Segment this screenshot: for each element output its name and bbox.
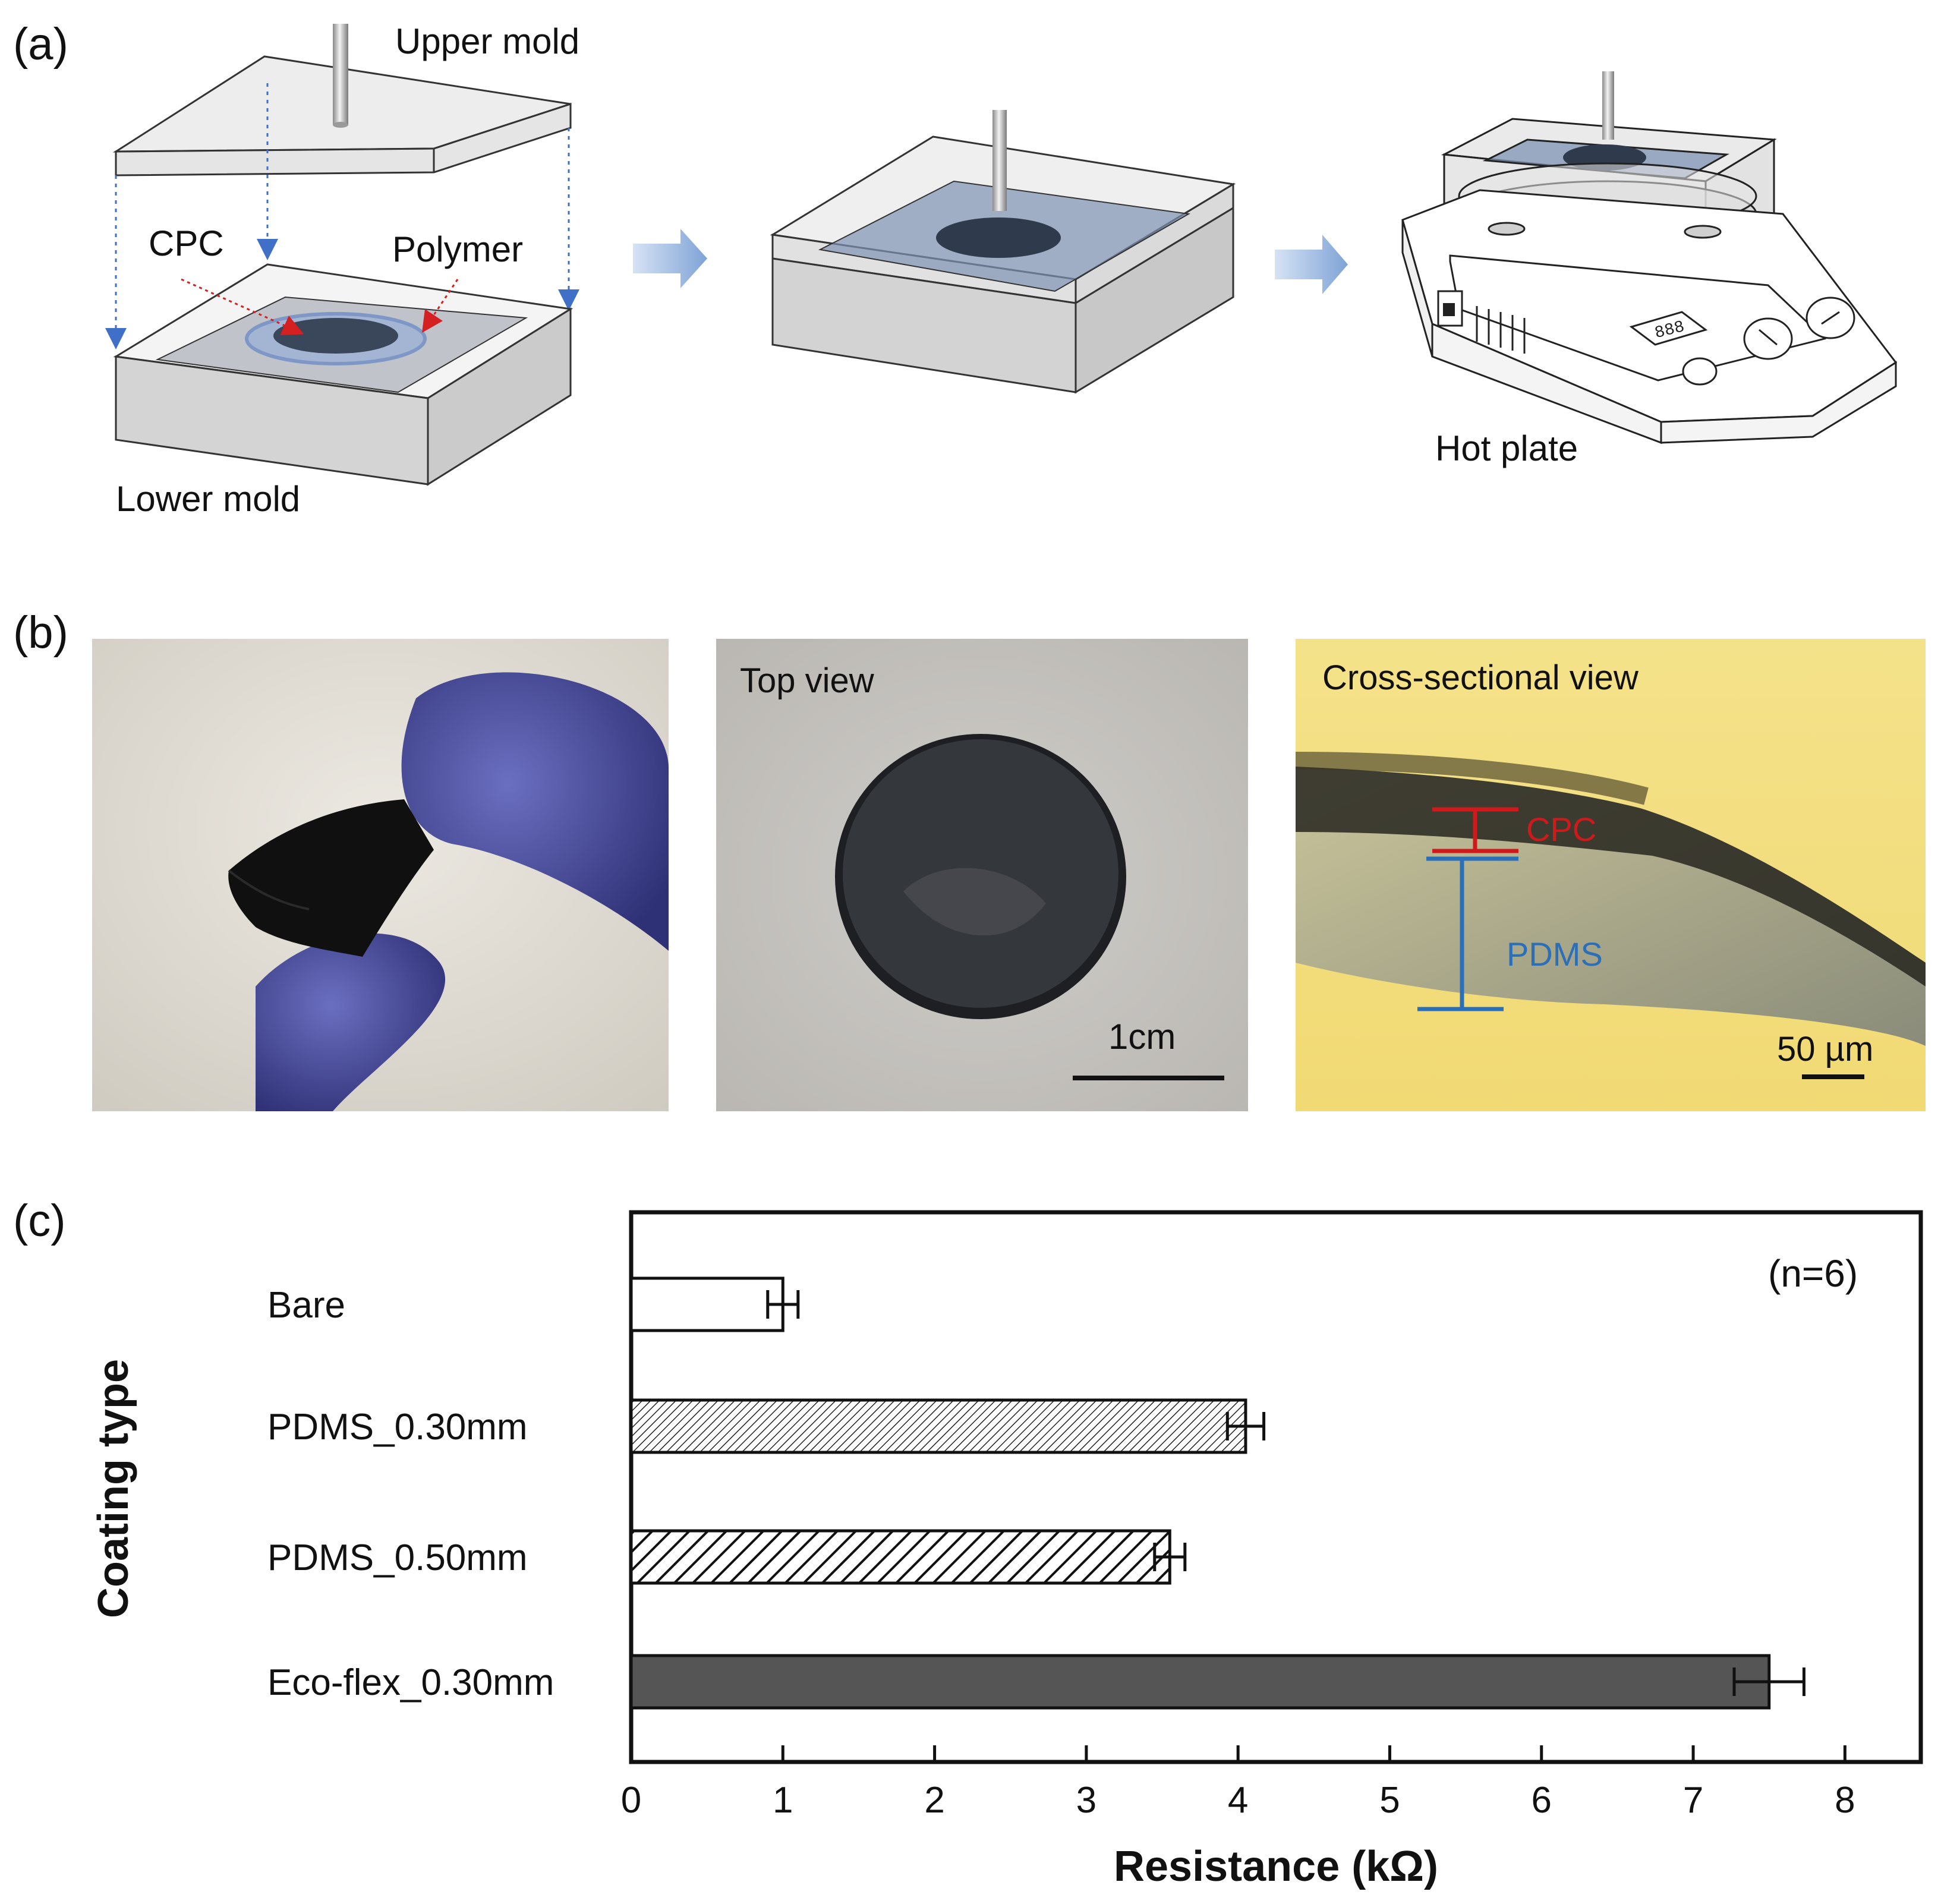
glove-finger-top	[401, 672, 669, 951]
vents	[1476, 306, 1526, 354]
bar	[629, 1529, 1171, 1585]
panel-a: (a) Upper mold	[13, 19, 1898, 519]
scale-label-top: 1cm	[1108, 1017, 1176, 1057]
process-arrow-1	[633, 229, 707, 288]
glove-finger-bottom	[256, 933, 446, 1111]
process-arrow-2	[1275, 235, 1348, 294]
cpc-thickness-marker	[1432, 807, 1518, 853]
panel-b: (b) Top view 1cm	[13, 607, 1926, 1111]
category-label: PDMS_0.50mm	[267, 1537, 528, 1578]
photo-cross-section	[1295, 639, 1926, 1111]
panel-c-label: (c)	[13, 1196, 66, 1246]
lower-mold-label: Lower mold	[116, 479, 300, 519]
pdms-thickness-marker	[1417, 856, 1518, 1011]
upper-mold	[112, 24, 572, 176]
cpc-layer-photo	[1296, 767, 1926, 986]
panel-a-label: (a)	[13, 19, 68, 70]
display	[1629, 311, 1708, 346]
x-tick-label: 3	[1076, 1780, 1096, 1821]
small-knob	[1682, 357, 1718, 386]
x-tick-label: 5	[1379, 1780, 1400, 1821]
x-tick-label: 4	[1228, 1780, 1248, 1821]
bar-chart: Bare PDMS_0.30mm PDMS_0.50mm Eco-flex_0.30m…	[90, 1210, 1923, 1890]
pdms-label-b: PDMS	[1507, 935, 1603, 973]
x-tick-label: 6	[1532, 1780, 1552, 1821]
x-tick-label: 1	[773, 1780, 793, 1821]
lower-mold	[113, 263, 574, 486]
category-label: Bare	[267, 1285, 345, 1326]
scale-bar-cross	[1802, 1074, 1864, 1079]
scale-bar-top	[1073, 1076, 1224, 1080]
x-axis-label: Resistance (kΩ)	[1114, 1843, 1438, 1890]
panel-b-label: (b)	[13, 607, 68, 658]
x-tick-label: 0	[621, 1780, 641, 1821]
bar	[629, 1398, 1247, 1454]
bar	[629, 1654, 1771, 1710]
cpc-label-b: CPC	[1526, 811, 1596, 848]
upper-mold-label: Upper mold	[395, 21, 579, 61]
photo-top-view	[716, 639, 1248, 1111]
x-tick-label: 8	[1835, 1780, 1855, 1821]
cpc-disc	[273, 318, 398, 354]
bar	[629, 1276, 784, 1332]
alignment-arrows	[105, 83, 579, 349]
sample-count-note: (n=6)	[1768, 1252, 1858, 1295]
upper-rod	[333, 24, 348, 125]
hot-plate-illustration: 888	[1401, 71, 1898, 445]
knob-1	[1743, 317, 1793, 360]
polymer-label: Polymer	[392, 229, 523, 269]
x-tick-label: 2	[924, 1780, 944, 1821]
photo-bent-sample	[92, 639, 669, 1111]
category-label: PDMS_0.30mm	[267, 1407, 528, 1448]
cpc-label-a: CPC	[149, 223, 224, 263]
plot-frame	[629, 1210, 1923, 1764]
bent-cpc-film	[228, 799, 434, 957]
x-tick-label: 7	[1683, 1780, 1703, 1821]
hot-plate-label: Hot plate	[1435, 428, 1578, 468]
scale-label-cross: 50 µm	[1777, 1030, 1873, 1068]
y-axis-label: Coating type	[90, 1359, 137, 1618]
category-label: Eco-flex_0.30mm	[267, 1662, 554, 1703]
cross-view-label: Cross-sectional view	[1322, 658, 1639, 697]
top-view-label: Top view	[740, 661, 875, 700]
assembled-mold	[770, 110, 1236, 394]
panel-c: (c) Bare PDMS_0.30mm PDMS_0.50mm Eco-flex_0…	[13, 1196, 1923, 1890]
